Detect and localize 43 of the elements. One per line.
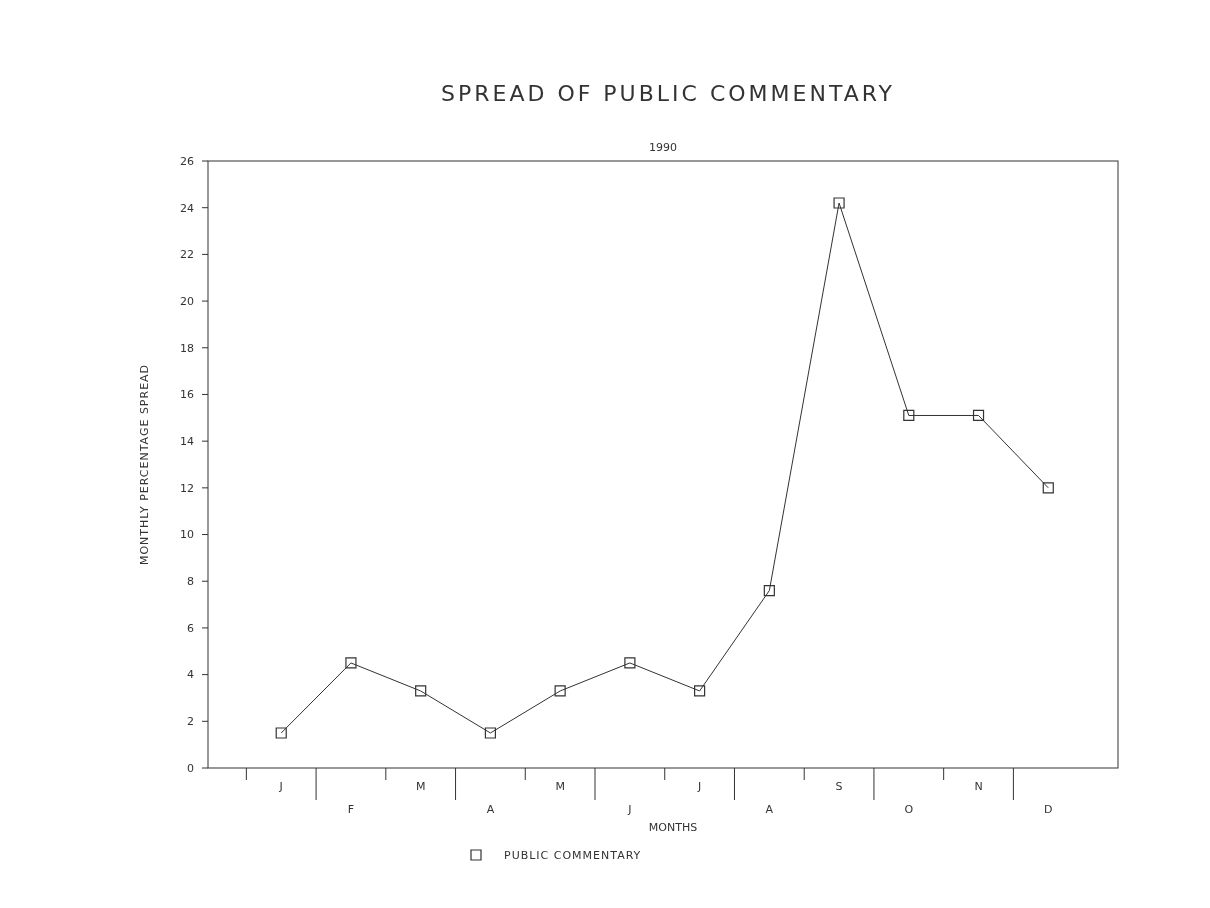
point [903, 409, 915, 422]
point [484, 727, 497, 739]
point [624, 657, 636, 669]
point [694, 685, 706, 697]
x-axis-title: MONTHS [648, 821, 698, 834]
point [972, 409, 985, 422]
x-tick-label: J [278, 780, 283, 793]
point [1042, 482, 1054, 494]
x-tick-label: J [627, 803, 632, 816]
point [415, 685, 427, 697]
y-tick-label: 10 [180, 528, 194, 542]
y-tick-label: 20 [180, 294, 194, 308]
x-tick-label: A [486, 803, 495, 816]
y-tick-label: 16 [180, 388, 194, 402]
point [275, 727, 287, 739]
point [345, 657, 357, 669]
point [763, 584, 775, 597]
x-tick-label: A [765, 803, 774, 816]
x-tick-label: D [1044, 803, 1053, 816]
y-tick-label: 18 [180, 341, 194, 355]
x-tick-label: S [835, 780, 843, 793]
y-tick-label: 24 [180, 201, 194, 215]
y-tick-label: 14 [180, 435, 194, 448]
y-tick-label: 0 [187, 761, 194, 775]
y-axis-title: MONTHLY PERCENTAGE SPREAD [138, 363, 151, 566]
x-tick-label: J [696, 780, 702, 793]
chart-title: SPREAD OF PUBLIC COMMENTARY [440, 81, 896, 106]
chart-subtitle: 1990 [649, 141, 677, 154]
y-tick-label: 4 [187, 668, 194, 682]
point [833, 197, 845, 209]
y-tick-label: 6 [187, 621, 194, 635]
point [554, 685, 566, 697]
x-tick-label: M [415, 780, 426, 793]
y-tick-label: 22 [180, 248, 194, 262]
y-tick-label: 8 [187, 575, 194, 589]
y-tick-label: 26 [180, 154, 194, 168]
x-tick-label: O [904, 803, 914, 816]
legend-label: PUBLIC COMMENTARY [504, 848, 642, 862]
x-tick-label: N [974, 780, 983, 793]
y-tick-label: 2 [187, 715, 194, 729]
x-tick-label: M [555, 780, 565, 793]
y-tick-label: 12 [180, 481, 194, 495]
x-tick-label: F [347, 803, 355, 816]
